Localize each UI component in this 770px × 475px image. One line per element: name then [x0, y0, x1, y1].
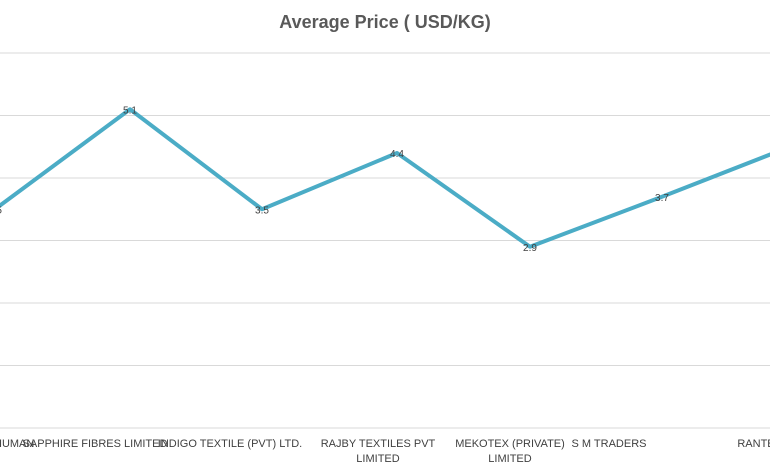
chart-title: Average Price ( USD/KG) — [279, 12, 491, 32]
data-label: 3.7 — [655, 193, 669, 204]
x-tick-label: HUMAN — [0, 438, 34, 450]
x-tick-label: MEKOTEX (PRIVATE) LIMITED — [455, 438, 565, 465]
data-label: 3.5 — [255, 205, 269, 216]
data-label: 2.9 — [523, 243, 537, 254]
data-label: 5.1 — [123, 105, 137, 116]
x-tick-label: RANTE — [737, 438, 770, 450]
series-line-layer — [0, 107, 770, 249]
x-tick-label: S M TRADERS — [572, 438, 647, 450]
data-labels: 3.5 5.1 3.5 4.4 2.9 3.7 — [0, 105, 669, 254]
data-label: 4.4 — [390, 149, 404, 160]
x-tick-label: RAJBY TEXTILES PVT LIMITED — [321, 438, 436, 465]
x-tick-label: SAPPHIRE FIBRES LIMITED — [23, 438, 168, 450]
data-label: 3.5 — [0, 205, 2, 216]
x-tick-label: INDIGO TEXTILE (PVT) LTD. — [158, 438, 302, 450]
gridlines — [0, 52, 770, 429]
